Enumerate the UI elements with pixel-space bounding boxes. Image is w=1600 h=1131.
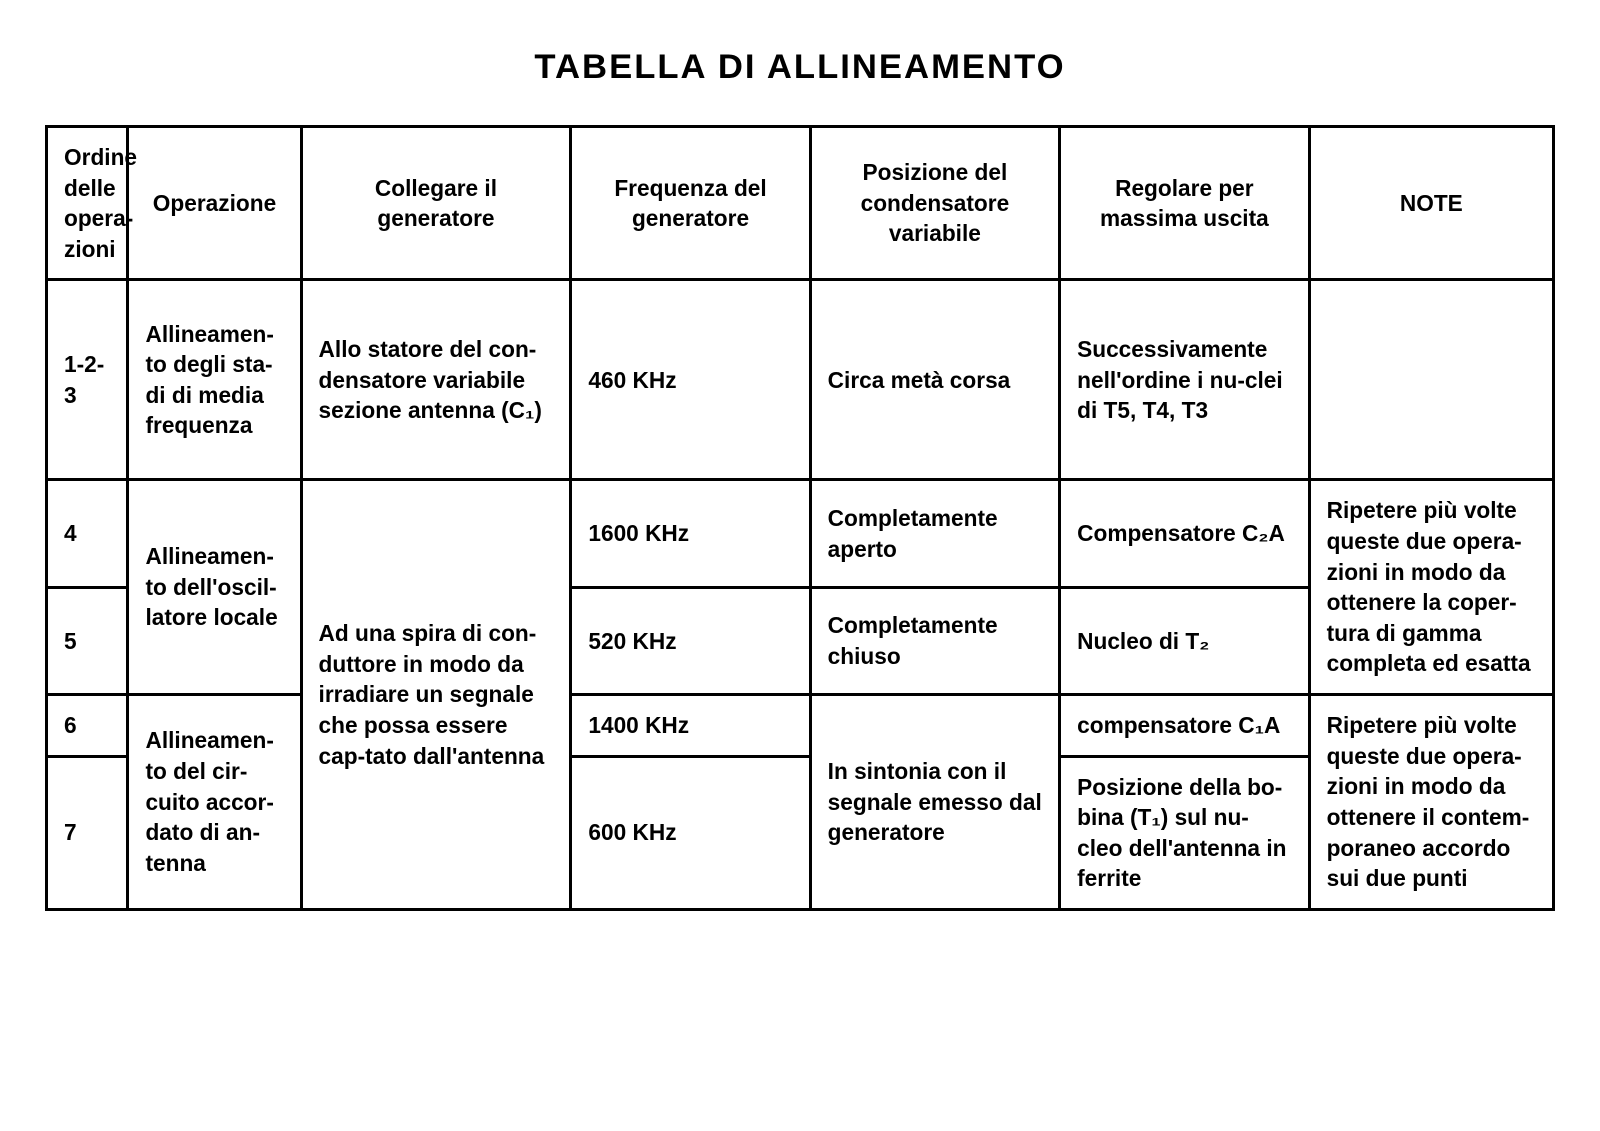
cell-freq: 460 KHz <box>571 280 810 480</box>
th-generatore: Collegare il generatore <box>301 127 571 280</box>
cell-ord: 4 <box>47 480 128 587</box>
page-title: TABELLA DI ALLINEAMENTO <box>40 48 1560 87</box>
cell-reg: compensatore C₁A <box>1060 694 1309 756</box>
cell-op: Allineamen-to degli sta-di di media freq… <box>128 280 301 480</box>
cell-gen: Ad una spira di con-duttore in modo da i… <box>301 480 571 910</box>
th-regolare: Regolare per massima uscita <box>1060 127 1309 280</box>
th-condensatore: Posizione del condensatore variabile <box>810 127 1059 280</box>
th-ordine: Ordine delle opera-zioni <box>47 127 128 280</box>
cell-note: Ripetere più volte queste due opera-zion… <box>1309 694 1553 909</box>
cell-freq: 1600 KHz <box>571 480 810 587</box>
cell-cap: Completamente chiuso <box>810 587 1059 694</box>
cell-reg: Compensatore C₂A <box>1060 480 1309 587</box>
cell-ord: 6 <box>47 694 128 756</box>
cell-ord: 7 <box>47 756 128 909</box>
th-operazione: Operazione <box>128 127 301 280</box>
cell-note <box>1309 280 1553 480</box>
cell-reg: Posizione della bo-bina (T₁) sul nu-cleo… <box>1060 756 1309 909</box>
cell-cap: Circa metà corsa <box>810 280 1059 480</box>
cell-gen: Allo statore del con-densatore variabile… <box>301 280 571 480</box>
page: TABELLA DI ALLINEAMENTO Ordine delle ope… <box>0 0 1600 1131</box>
cell-op: Allineamen-to del cir-cuito accor-dato d… <box>128 694 301 909</box>
alignment-table: Ordine delle opera-zioni Operazione Coll… <box>45 125 1555 911</box>
table-row: 1-2-3 Allineamen-to degli sta-di di medi… <box>47 280 1554 480</box>
cell-cap: In sintonia con il segnale emesso dal ge… <box>810 694 1059 909</box>
th-frequenza: Frequenza del generatore <box>571 127 810 280</box>
cell-freq: 520 KHz <box>571 587 810 694</box>
cell-reg: Nucleo di T₂ <box>1060 587 1309 694</box>
cell-cap: Completamente aperto <box>810 480 1059 587</box>
cell-reg: Successivamente nell'ordine i nu-clei di… <box>1060 280 1309 480</box>
cell-freq: 600 KHz <box>571 756 810 909</box>
cell-op: Allineamen-to dell'oscil-latore locale <box>128 480 301 695</box>
table-row: 6 Allineamen-to del cir-cuito accor-dato… <box>47 694 1554 756</box>
cell-freq: 1400 KHz <box>571 694 810 756</box>
cell-ord: 5 <box>47 587 128 694</box>
table-row: 4 Allineamen-to dell'oscil-latore locale… <box>47 480 1554 587</box>
table-header-row: Ordine delle opera-zioni Operazione Coll… <box>47 127 1554 280</box>
cell-ord: 1-2-3 <box>47 280 128 480</box>
th-note: NOTE <box>1309 127 1553 280</box>
cell-note: Ripetere più volte queste due opera-zion… <box>1309 480 1553 695</box>
